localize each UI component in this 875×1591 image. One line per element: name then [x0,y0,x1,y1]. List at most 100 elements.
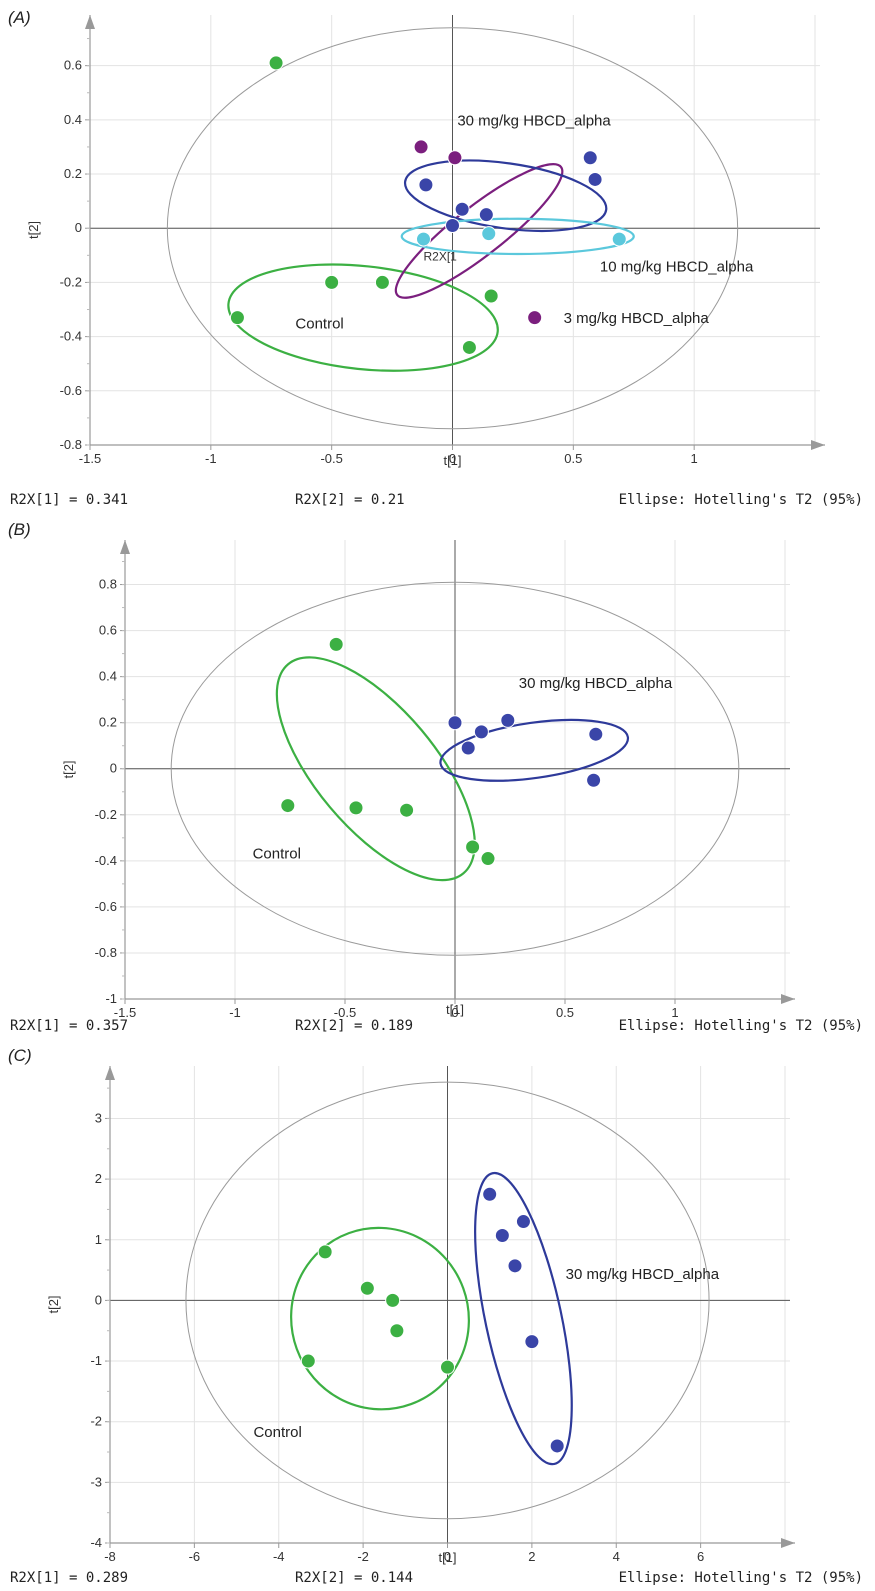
data-point [461,339,477,355]
data-point [549,1438,565,1454]
r2x1-text: R2X[1] = 0.341 [10,492,129,508]
ellipse-note: Ellipse: Hotelling's T2 (95%) [618,1570,863,1586]
y-axis-label: t[2] [46,1295,61,1313]
data-point [300,1353,316,1369]
data-point [389,1323,405,1339]
data-point [359,1280,375,1296]
x-axis-arrow-icon [811,440,825,450]
x-tick-label: 1 [671,1005,678,1017]
x-tick-label: 2 [528,1549,535,1564]
annotation-label: 30 mg/kg HBCD_alpha [457,112,611,129]
x-axis-label: t[1] [446,1002,464,1017]
data-point [480,851,496,867]
x-tick-label: 1 [691,451,698,466]
data-point [399,802,415,818]
score-plot-a: -1.5 -1 -0.5 0 0.5 1 -0.8 -0.6 -0.4 -0.2 0 0.2 0.4 0.… [26,15,825,468]
annotation-label: 30 mg/kg HBCD_alpha [566,1266,720,1283]
group-ellipse [439,718,630,782]
y-axis-arrow-icon [120,540,130,554]
x-tick-label: 6 [697,1549,704,1564]
y-tick-label: 0 [75,220,82,235]
score-plot-panel-c: -8 -6 -4 -2 0 2 4 6 -4 -3 -2 -1 0 1 2 3 t[1] t[2] 30 mg/kg… [0,1038,875,1591]
data-point [482,1186,498,1202]
data-point [481,226,497,242]
x-tick-label: 4 [613,1549,620,1564]
data-point [440,1359,455,1375]
group-ellipse [275,656,476,882]
y-tick-label: -2 [90,1414,102,1429]
y-tick-label: 0.6 [99,623,117,638]
data-point [413,139,429,155]
y-tick-label: 0.2 [99,715,117,730]
data-point [280,798,296,814]
data-point [374,274,390,290]
data-point [524,1334,540,1350]
data-point [494,1228,510,1244]
x-tick-label: -0.5 [334,1005,356,1017]
y-tick-label: 0.4 [64,112,82,127]
data-point [328,636,344,652]
data-point [586,772,602,788]
data-point [460,740,476,756]
score-plot-b: -1.5 -1 -0.5 0 0.5 1-1-0.8-0.6-0.4-0.200.20.4… [61,540,795,1017]
data-point [582,150,598,166]
x-tick-label: -8 [104,1549,116,1564]
y-axis-label: t[2] [26,221,41,239]
score-plot-c: -8 -6 -4 -2 0 2 4 6 -4 -3 -2 -1 0 1 2 3 t[1] t[2] 30 mg/kg… [46,1066,795,1565]
score-plot-panel-b: -1.5 -1 -0.5 0 0.5 1 -1 -0.8 -0.6 -0.4 -0.2 0 0.2 0.4… [0,512,875,1038]
annotation-label: Control [253,1424,301,1441]
annotation-label: Control [295,315,343,332]
x-tick-label: 0.5 [556,1005,574,1017]
annotation-label: 10 mg/kg HBCD_alpha [600,259,754,276]
y-tick-label: 0.6 [64,58,82,73]
y-tick-label: -0.4 [95,853,117,868]
x-axis-label: t[1] [443,453,461,468]
hotelling-ellipse [166,27,739,430]
x-tick-label: -6 [189,1549,201,1564]
y-tick-label: -1 [90,1353,102,1368]
annotation-label: 30 mg/kg HBCD_alpha [519,675,673,692]
data-point [515,1214,531,1230]
data-point [229,310,245,326]
y-tick-label: 0.8 [99,577,117,592]
x-axis-arrow-icon [781,994,795,1004]
ellipse-note: Ellipse: Hotelling's T2 (95%) [618,492,863,508]
data-point [317,1244,333,1260]
x-tick-label: -1.5 [114,1005,136,1017]
y-tick-label: -3 [90,1474,102,1489]
group-ellipse [227,263,499,372]
plot-area [125,540,795,999]
data-point [447,150,463,166]
data-point [348,800,364,816]
data-point [445,218,460,234]
data-point [527,310,543,326]
y-tick-label: 3 [95,1110,102,1125]
group-ellipse [290,1226,470,1411]
y-tick-label: 0 [110,761,117,776]
y-axis-label: t[2] [61,760,76,778]
annotation-label: 3 mg/kg HBCD_alpha [564,310,710,327]
r2x1-text: R2X[1] = 0.357 [10,1018,129,1034]
x-tick-label: -1 [229,1005,241,1017]
x-axis-arrow-icon [781,1538,795,1548]
x-tick-label: 0 [451,1005,458,1017]
panel-label: (B) [8,520,31,539]
x-tick-label: -2 [357,1549,369,1564]
y-tick-label: -4 [90,1535,102,1550]
y-tick-label: 1 [95,1232,102,1247]
annotation-label: R2X[1 [424,250,458,264]
y-tick-label: -1 [105,991,117,1006]
annotation-label: Control [253,846,301,863]
y-tick-label: 0.2 [64,166,82,181]
group-ellipse [400,217,635,256]
hotelling-ellipse [185,1081,710,1520]
data-point [483,288,499,304]
x-axis-label: t[1] [438,1550,456,1565]
y-axis-arrow-icon [85,15,95,29]
hotelling-ellipse [170,581,740,956]
y-tick-label: -0.2 [60,274,82,289]
data-point [324,274,340,290]
y-tick-label: -0.6 [95,899,117,914]
data-point [500,712,516,728]
group-ellipse [403,159,608,232]
